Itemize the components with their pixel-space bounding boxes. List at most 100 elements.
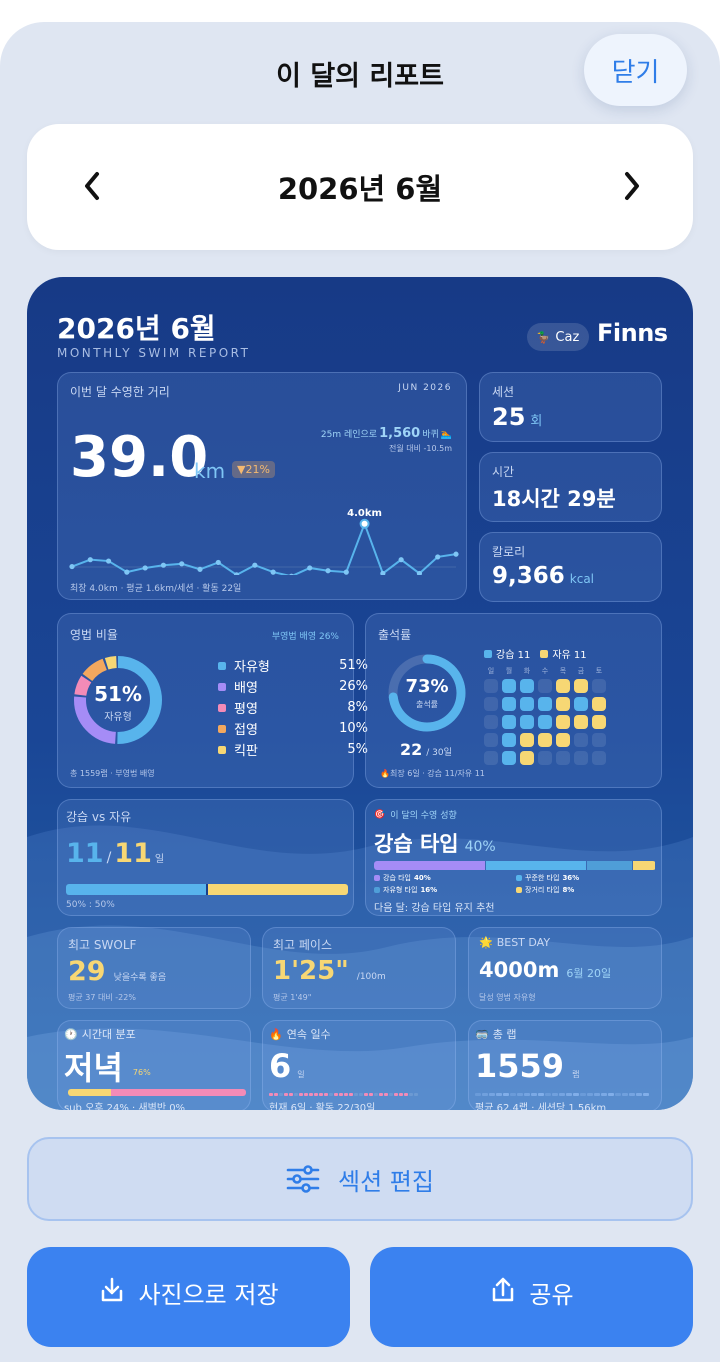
weekday-label: 토 [595,667,603,675]
streak-day-dot [344,1093,348,1096]
streak-day-dot [294,1093,298,1096]
attendance-rate-label: 출석률 [415,700,439,709]
tendency-bar-segment [632,861,655,870]
report-title: 2026년 6월 [57,312,216,345]
pace-label: 최고 페이스 [273,938,333,952]
streak-dots [269,1093,418,1096]
chart-point [87,557,93,563]
pace-unit: /100m [356,972,386,982]
legend-value: 8% [347,700,368,715]
pace-value: 1'25" [273,956,349,986]
free-legend-swatch [540,649,549,658]
best-day-label: BEST DAY [496,936,551,949]
legend-name: 자유형 타입 [383,886,418,894]
lap-session-dot [594,1093,600,1096]
chart-point [252,562,258,568]
stroke-donut-chart [74,656,162,744]
laps-value: 1,560 [379,426,421,441]
lap-session-dot [566,1093,572,1096]
chart-point [307,565,313,571]
share-button[interactable]: 공유 [370,1247,693,1347]
lap-session-dot [482,1093,488,1096]
stroke-tag: 부영법 배영 26% [271,632,339,642]
attendance-rate: 73% [405,676,449,697]
streak-day-dot [314,1093,318,1096]
sliders-icon [286,1165,320,1193]
streak-day-dot [319,1093,323,1096]
chart-point [416,570,423,575]
legend-value: 10% [339,721,368,736]
time-label: 시간 [492,465,515,479]
streak-day-dot [364,1093,368,1096]
calendar-day [538,751,552,765]
clock-icon: 🕐 [64,1027,78,1041]
sheet-title: 이 달의 리포트 [276,61,444,92]
attendance-days: 22 [400,740,423,759]
legend-free: 자유 11 [552,650,587,661]
distance-value: 39.0 [70,425,209,490]
streak-day-dot [354,1093,358,1096]
calendar-day [592,679,606,693]
share-label: 공유 [529,1281,574,1309]
calendar-day [592,715,606,729]
streak-day-dot [329,1093,333,1096]
stroke-legend-item: 킥판 5% [218,740,368,759]
time-value: 18시간 29분 [492,487,616,511]
distance-label: 이번 달 수영한 거리 [70,385,170,399]
calendar-day [484,715,498,729]
time-dist-panel: 🕐 시간대 분포 저녁 76% sub 오후 24% · 새벽반 0% [57,1020,251,1110]
month-navigator: 2026년 6월 [27,124,693,250]
streak-day-dot [379,1093,383,1096]
streak-footer: 현재 6일 · 활동 22/30일 [269,1103,376,1110]
streak-day-dot [404,1093,408,1096]
save-photo-button[interactable]: 사진으로 저장 [27,1247,350,1347]
tendency-bar-segment [486,861,587,870]
lap-session-dot [573,1093,579,1096]
edit-sections-label: 섹션 편집 [338,1167,434,1196]
calendar-day [538,715,552,729]
chart-point [453,551,459,557]
streak-day-dot [369,1093,373,1096]
streak-day-dot [414,1093,418,1096]
legend-value: 16% [420,886,438,894]
laps-prefix: 25m 레인으로 [320,430,378,440]
lap-session-dot [496,1093,502,1096]
tendency-bar-segment [374,861,486,870]
calendar-day [484,751,498,765]
stroke-legend-item: 평영 8% [218,698,368,717]
tendency-panel: 🎯 이 달의 수영 성향 강습 타입 40% 강습 타입 40% 꾸준한 타입 36%… [365,799,662,916]
prev-compare: 전월 대비 -10.5m [388,444,452,453]
chevron-left-icon[interactable] [73,164,113,208]
legend-value: 51% [339,658,368,673]
legend-swatch [218,724,226,733]
tendency-footer: 다음 달: 강습 타입 유지 추천 [374,903,495,914]
lap-session-dot [587,1093,593,1096]
legend-swatch [218,661,226,670]
time-dist-bar [68,1089,246,1096]
tendency-bar [374,861,656,870]
chart-point [160,562,167,568]
weekday-label: 화 [523,667,531,675]
calendar-day [574,715,588,729]
legend-name: 배영 [234,681,258,696]
lap-session-dot [580,1093,586,1096]
goggles-icon: 🥽 [475,1027,489,1041]
edit-sections-button[interactable]: 섹션 편집 [27,1137,693,1221]
calendar-day [484,733,498,747]
target-icon: 🎯 [374,809,386,820]
calendar-day [556,697,570,711]
calendar-day [538,697,552,711]
legend-name: 자유형 [234,660,270,675]
legend-value: 36% [562,874,580,882]
tendency-type: 강습 타입 [374,832,459,856]
close-button[interactable]: 닫기 [584,34,687,106]
streak-day-dot [409,1093,413,1096]
streak-value: 6 [269,1047,292,1085]
lesson-free-unit: 일 [154,854,165,865]
chevron-right-icon[interactable] [611,164,651,208]
chart-point [398,557,404,563]
calendar-day [484,697,498,711]
lap-session-dot [622,1093,628,1096]
calendar-day [574,751,588,765]
streak-day-dot [374,1093,378,1096]
